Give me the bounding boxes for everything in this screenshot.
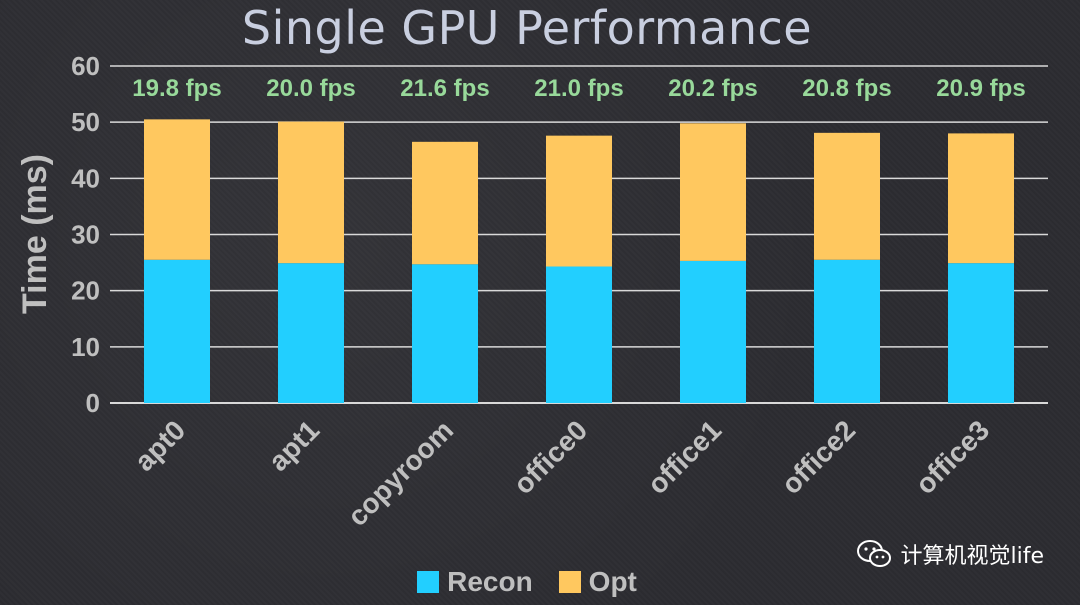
watermark-text: 计算机视觉life <box>900 544 1044 569</box>
bar-recon-copyroom <box>412 264 478 403</box>
x-category-label: apt1 <box>263 414 326 477</box>
wechat-icon <box>857 540 892 567</box>
bar-series <box>144 119 1014 403</box>
y-tick-label: 20 <box>71 276 100 306</box>
bar-recon-office0 <box>546 266 612 403</box>
x-category-label: apt0 <box>129 414 192 477</box>
y-axis-ticks: 0 10 20 30 40 50 60 <box>71 51 100 418</box>
bar-opt-office3 <box>948 133 1014 264</box>
fps-label: 20.2 fps <box>668 75 757 102</box>
x-axis-categories: apt0 apt1 copyroom office0 office1 office2 off… <box>129 414 996 532</box>
bar-opt-copyroom <box>412 141 478 265</box>
bar-recon-apt1 <box>278 263 344 403</box>
fps-label: 20.8 fps <box>802 75 891 102</box>
y-tick-label: 30 <box>71 220 100 250</box>
watermark: 计算机视觉life <box>856 538 1044 570</box>
x-category-label: office0 <box>508 414 594 500</box>
bar-opt-office2 <box>814 132 880 260</box>
legend-swatch-opt <box>558 571 581 593</box>
bar-opt-apt1 <box>278 121 344 264</box>
x-category-label: office2 <box>776 414 862 500</box>
legend-item-opt: Opt <box>558 566 637 598</box>
bar-recon-office3 <box>948 263 1014 403</box>
fps-label: 20.9 fps <box>936 75 1025 102</box>
legend: Recon Opt <box>0 566 1054 598</box>
y-tick-label: 60 <box>71 51 100 81</box>
bar-opt-office1 <box>680 123 746 261</box>
legend-label-opt: Opt <box>588 566 637 597</box>
chart-title: Single GPU Performance <box>241 1 813 55</box>
y-axis-label: Time (ms) <box>16 154 54 314</box>
x-category-label: copyroom <box>342 414 460 532</box>
y-tick-label: 10 <box>71 332 100 362</box>
y-tick-label: 0 <box>86 388 100 418</box>
bar-recon-apt0 <box>144 259 210 403</box>
x-category-label: office1 <box>642 414 728 500</box>
y-tick-label: 40 <box>71 163 100 193</box>
bar-recon-office1 <box>680 260 746 403</box>
x-category-label: office3 <box>910 414 996 500</box>
legend-item-recon: Recon <box>417 566 533 598</box>
legend-swatch-recon <box>417 571 440 593</box>
fps-annotations: 19.8 fps 20.0 fps 21.6 fps 21.0 fps 20.2 fps… <box>132 75 1025 102</box>
bar-opt-office0 <box>546 135 612 267</box>
fps-label: 19.8 fps <box>132 75 221 102</box>
legend-label-recon: Recon <box>447 566 533 597</box>
fps-label: 20.0 fps <box>266 75 355 102</box>
bar-recon-office2 <box>814 259 880 403</box>
fps-label: 21.6 fps <box>400 75 489 102</box>
bar-opt-apt0 <box>144 119 210 260</box>
y-tick-label: 50 <box>71 107 100 137</box>
fps-label: 21.0 fps <box>534 75 623 102</box>
